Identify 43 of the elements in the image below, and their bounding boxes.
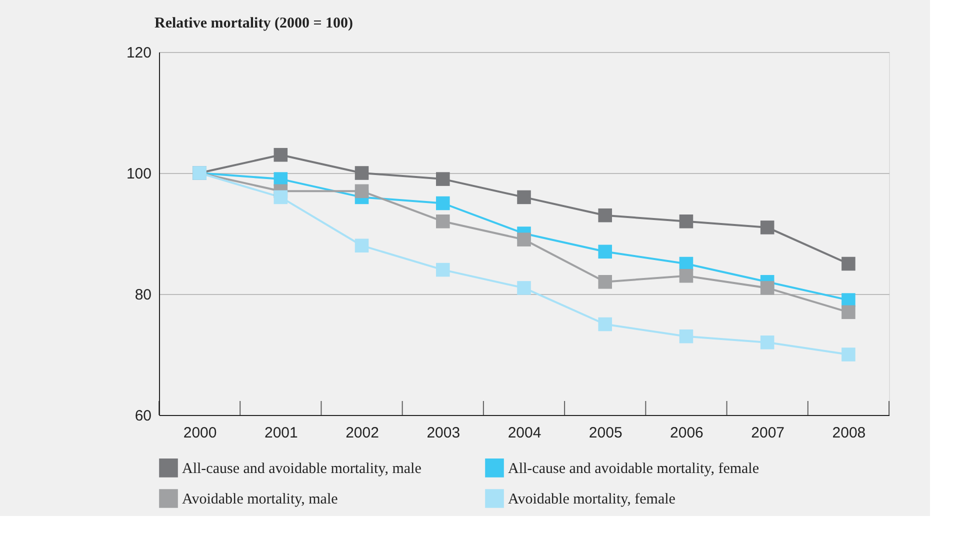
point — [517, 190, 531, 204]
y-axis-title: Relative mortality (2000 = 100) — [154, 16, 353, 32]
point — [842, 348, 856, 362]
point — [517, 281, 531, 295]
point — [842, 256, 856, 271]
point — [436, 262, 450, 277]
point — [517, 232, 531, 246]
x-tick-label: 2005 — [588, 424, 622, 442]
y-tick-label: 120 — [126, 44, 152, 62]
y-tick-label: 80 — [134, 286, 152, 304]
point — [436, 196, 450, 210]
point — [354, 184, 369, 198]
point — [598, 317, 612, 332]
y-tick-label: 60 — [134, 408, 152, 424]
point — [274, 190, 288, 204]
x-tick-label: 2002 — [346, 424, 379, 442]
x-tick-label: 2004 — [508, 424, 542, 442]
point — [598, 208, 612, 222]
legend-label: All-cause and avoidable mortality, male — [182, 460, 422, 477]
legend-label: Avoidable mortality, male — [182, 492, 338, 508]
point — [679, 214, 694, 228]
legend-label: All-cause and avoidable mortality, female — [508, 460, 760, 477]
x-tick-label: 2006 — [670, 424, 704, 442]
x-tick-label: 2000 — [183, 424, 217, 442]
x-tick-label: 2003 — [426, 424, 460, 442]
y-tick-label: 100 — [126, 166, 152, 182]
point — [760, 281, 774, 295]
point — [354, 166, 369, 180]
x-tick-label: 2007 — [751, 424, 785, 442]
point — [760, 220, 774, 234]
point — [598, 275, 612, 289]
legend-label: Avoidable mortality, female — [508, 492, 676, 508]
point — [354, 238, 369, 252]
point — [679, 329, 694, 344]
point — [679, 268, 694, 283]
point — [842, 305, 856, 320]
point — [598, 244, 612, 259]
x-tick-label: 2001 — [264, 424, 298, 442]
point — [760, 336, 774, 350]
x-tick-label: 2008 — [832, 424, 866, 442]
point — [436, 214, 450, 228]
point — [436, 172, 450, 186]
point — [274, 148, 288, 162]
